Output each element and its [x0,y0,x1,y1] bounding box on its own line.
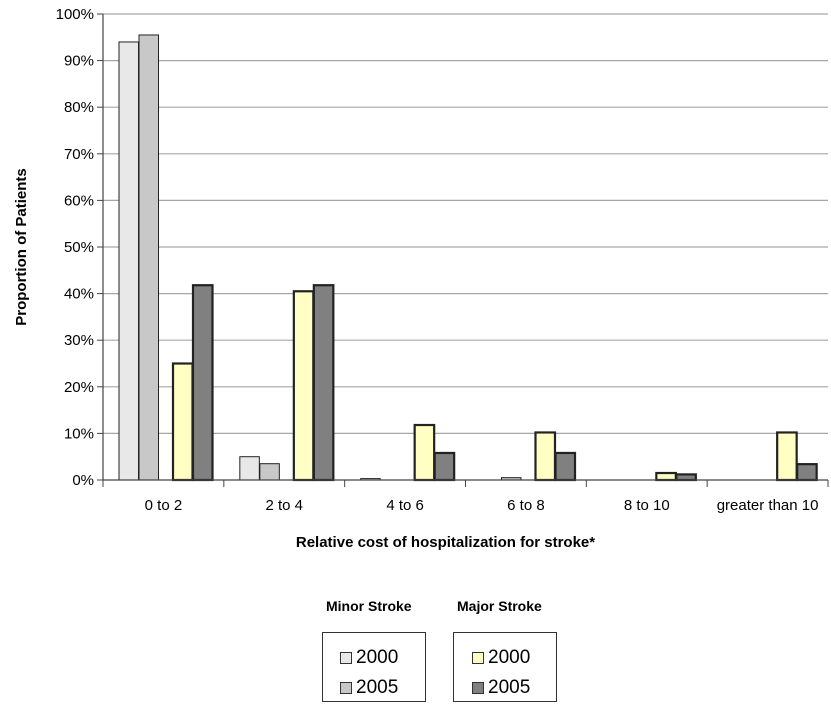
x-tick-label: 0 to 2 [145,497,183,514]
y-tick-label: 40% [64,286,94,303]
legend-entry-minor-2000: 2000 [340,647,398,669]
legend-swatch-minor-2000 [340,652,352,664]
legend-entry-major-2005: 2005 [472,677,530,699]
legend-minor-stroke-title: Minor Stroke [326,598,412,614]
bar-major-stroke-2000-5 [776,431,798,482]
y-tick-label: 10% [64,425,94,442]
bar-major-stroke-2005-4 [675,473,697,482]
bar-major-stroke-2005-2 [433,451,456,482]
bar-major-stroke-2000-4 [655,471,677,482]
bar-major-stroke-2000-0 [171,362,194,482]
bar-major-stroke-2005-1 [312,284,335,482]
y-tick-label: 30% [64,332,94,349]
legend-minor-stroke-box: 2000 2005 [322,632,426,702]
bar-major-stroke-2000-3 [534,431,557,482]
legend-label-minor-2005: 2005 [356,677,399,698]
legend-label-major-2005: 2005 [488,677,531,698]
x-tick-label: 8 to 10 [624,497,670,514]
x-tick-label: 4 to 6 [386,497,424,514]
y-tick-label: 50% [64,239,94,256]
y-tick-label: 80% [64,99,94,116]
y-axis-title: Proportion of Patients [13,168,30,326]
bar-minor-stroke-2000-0 [118,41,139,481]
legend-entry-minor-2005: 2005 [340,677,398,699]
bar-major-stroke-2005-0 [191,284,214,482]
y-tick-label: 20% [64,379,94,396]
legend-major-stroke-box: 2000 2005 [453,632,557,702]
x-tick-label: 2 to 4 [265,497,303,514]
legend-label-major-2000: 2000 [488,647,531,668]
y-tick-label: 0% [72,472,94,489]
legend-swatch-minor-2005 [340,682,352,694]
x-axis-title: Relative cost of hospitalization for str… [296,534,595,551]
legend-label-minor-2000: 2000 [356,647,399,668]
legend-entry-major-2000: 2000 [472,647,530,669]
bar-major-stroke-2005-3 [554,451,577,482]
y-tick-label: 60% [64,192,94,209]
legend-swatch-major-2000 [472,652,484,664]
bar-major-stroke-2000-2 [413,423,436,482]
y-tick-label: 100% [56,6,94,23]
bar-major-stroke-2000-1 [292,290,315,482]
legend-swatch-major-2005 [472,682,484,694]
y-tick-label: 70% [64,146,94,163]
x-tick-label: 6 to 8 [507,497,545,514]
y-tick-label: 90% [64,53,94,70]
x-tick-label: greater than 10 [717,497,819,514]
bar-minor-stroke-2005-1 [259,463,280,481]
bar-major-stroke-2005-5 [796,463,818,482]
bar-minor-stroke-2000-1 [239,456,260,481]
bar-minor-stroke-2005-0 [138,34,159,481]
legend-major-stroke-title: Major Stroke [457,598,542,614]
